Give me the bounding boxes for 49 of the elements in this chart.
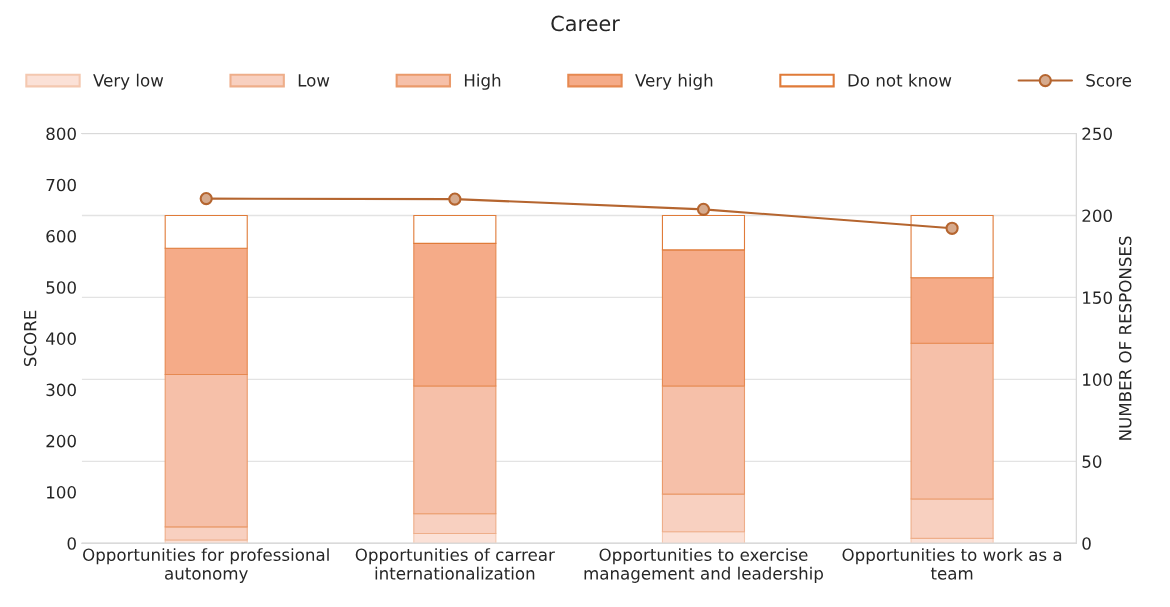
- legend-label: High: [464, 73, 501, 90]
- legend-label: Very high: [635, 73, 713, 90]
- x-tick-label: Opportunities to exercise management and leadership: [584, 548, 823, 583]
- y2-tick-label: 100: [1083, 373, 1112, 386]
- y-tick-label: 700: [46, 178, 76, 192]
- y-tick-label: 100: [47, 486, 76, 499]
- bar: [661, 385, 746, 495]
- y-tick-label: 0: [67, 537, 76, 550]
- legend-label: Very low: [93, 73, 164, 90]
- legend-label: Score: [1086, 74, 1132, 87]
- point: [945, 221, 959, 235]
- bar: [910, 498, 994, 539]
- y2-tick-label: 0: [1082, 537, 1091, 550]
- bar: [910, 277, 994, 344]
- bar: [413, 385, 497, 515]
- y2-axis-title: NUMBER OF RESPONSES: [1118, 236, 1132, 440]
- bar: [164, 373, 248, 528]
- y2-tick-label: 150: [1083, 291, 1112, 304]
- y-axis-title: SCORE: [23, 310, 37, 367]
- legend-label: Do not know: [848, 73, 952, 87]
- y2-tick-label: 50: [1082, 455, 1102, 468]
- bar: [910, 214, 994, 279]
- y-tick-label: 600: [46, 229, 76, 243]
- bar: [661, 493, 746, 533]
- y-tick-label: 300: [46, 383, 76, 397]
- bar: [413, 513, 497, 534]
- bar: [413, 242, 497, 387]
- point: [199, 191, 213, 206]
- bar: [661, 214, 746, 251]
- y-tick-label: 200: [46, 434, 76, 448]
- bar: [661, 531, 746, 544]
- y-tick-label: 500: [46, 281, 76, 294]
- y-tick-label: 400: [46, 332, 76, 345]
- x-tick-label: Opportunities for professional autonomy: [83, 548, 329, 583]
- y2-tick-label: 250: [1082, 127, 1112, 141]
- bar: [910, 342, 994, 500]
- bar: [164, 247, 248, 376]
- legend-label: Low: [298, 74, 330, 87]
- x-tick-label: Opportunities of carrear internationalization: [355, 548, 555, 580]
- point: [696, 202, 711, 216]
- bar: [413, 214, 497, 244]
- y2-tick-label: 200: [1082, 209, 1112, 223]
- x-tick-label: Opportunities to work as a team: [842, 548, 1062, 580]
- point: [448, 192, 462, 206]
- bar: [661, 249, 746, 387]
- y-tick-label: 800: [46, 127, 76, 141]
- bar: [164, 526, 248, 541]
- chart-title: Career: [551, 15, 620, 32]
- bar: [164, 214, 248, 249]
